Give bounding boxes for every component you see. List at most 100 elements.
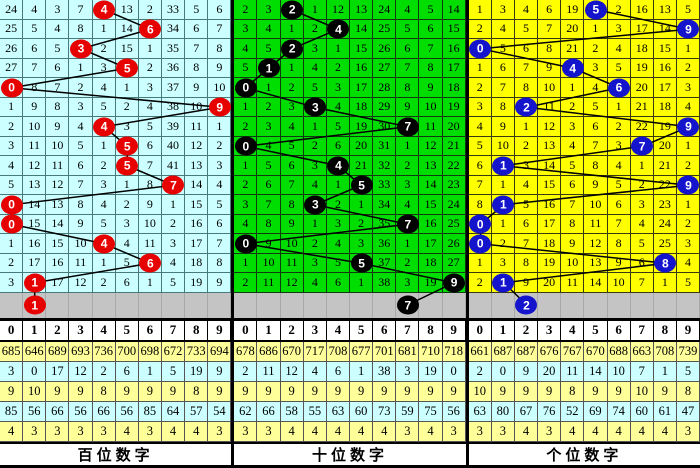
miss-cell: 10 <box>46 136 70 156</box>
prediction-cell <box>69 292 93 318</box>
panel-hundreds: 24 4 3 7 13 2 33 5 6 25 5 4 8 1 14 34 6 7 26 6 5 2 15 1 35 7 8 27 7 6… <box>0 0 232 468</box>
miss-cell: 5 <box>115 253 139 273</box>
miss-cell: 6 <box>491 58 515 78</box>
grid-row: 2 17 16 11 1 5 4 18 8 <box>0 253 232 273</box>
miss-cell: 16 <box>442 39 466 59</box>
stat-cell: 4 <box>653 421 677 442</box>
miss-cell: 6 <box>69 156 93 176</box>
miss-cell: 4 <box>676 253 700 273</box>
drawn-digit-circle: 9 <box>677 117 700 137</box>
grid-row: 1 2 5 3 17 28 8 9 18 <box>234 78 466 98</box>
stat-cell: 52 <box>561 401 585 422</box>
miss-cell: 1 <box>92 19 116 39</box>
stat-cell: 4 <box>607 421 631 442</box>
miss-cell: 14 <box>584 273 608 293</box>
stat-cell: 1 <box>350 361 374 382</box>
miss-cell: 15 <box>23 214 47 234</box>
miss-cell: 1 <box>584 19 608 39</box>
miss-cell: 2 <box>234 117 258 137</box>
grid-row: 1 16 15 10 4 11 3 17 7 <box>0 234 232 254</box>
miss-cell: 16 <box>419 214 443 234</box>
miss-cell: 10 <box>138 214 162 234</box>
miss-cell: 4 <box>234 39 258 59</box>
miss-cell: 5 <box>46 39 70 59</box>
miss-cell: 2 <box>561 97 585 117</box>
miss-cell: 4 <box>257 19 281 39</box>
prediction-cell <box>653 292 677 318</box>
miss-cell: 4 <box>23 0 47 20</box>
digit-header-cell: 0 <box>0 320 24 340</box>
prediction-cell <box>257 292 281 318</box>
miss-cell: 1 <box>303 0 327 20</box>
miss-cell: 13 <box>115 0 139 20</box>
grid-row: 1 2 3 4 18 29 9 10 19 <box>234 97 466 117</box>
grid-row: 4 9 1 12 3 6 2 22 19 <box>468 117 700 137</box>
miss-cell: 8 <box>491 97 515 117</box>
stat-cell: 12 <box>69 361 93 382</box>
miss-cell: 7 <box>396 58 420 78</box>
miss-cell: 27 <box>0 58 24 78</box>
drawn-digit-circle: 2 <box>281 39 304 59</box>
miss-cell: 38 <box>373 273 397 293</box>
miss-cell: 2 <box>161 214 186 234</box>
miss-cell: 1 <box>234 97 258 117</box>
grid-row: 7 1 4 15 6 9 5 2 22 <box>468 175 700 195</box>
miss-cell: 25 <box>0 19 24 39</box>
miss-cell: 3 <box>92 58 116 78</box>
miss-cell: 4 <box>607 39 631 59</box>
miss-cell: 5 <box>69 136 93 156</box>
miss-cell: 18 <box>185 253 209 273</box>
miss-cell: 8 <box>607 234 631 254</box>
miss-cell: 20 <box>653 136 677 156</box>
miss-cell: 12 <box>280 273 304 293</box>
stat-cell: 5 <box>676 361 700 382</box>
drawn-digit-circle: 0 <box>234 136 257 156</box>
miss-cell: 4 <box>607 156 631 176</box>
miss-cell: 11 <box>46 156 70 176</box>
stat-cell: 710 <box>419 341 443 362</box>
drawn-digit-circle: 4 <box>93 117 116 137</box>
miss-cell: 3 <box>561 117 585 137</box>
miss-cell: 12 <box>326 0 351 20</box>
stat-cell: 8 <box>561 381 585 402</box>
stat-cell: 67 <box>514 401 539 422</box>
stat-cell: 4 <box>514 421 539 442</box>
stat-cell: 9 <box>208 361 232 382</box>
stat-cell: 19 <box>419 361 443 382</box>
drawn-digit-circle: 7 <box>396 214 419 234</box>
miss-cell: 1 <box>514 117 539 137</box>
miss-cell: 3 <box>491 253 515 273</box>
grid-row: 5 6 8 21 2 4 18 15 1 <box>468 39 700 59</box>
miss-cell: 18 <box>538 234 562 254</box>
stat-cell: 9 <box>350 381 374 402</box>
grid-row: 5 13 12 7 3 1 8 14 4 <box>0 175 232 195</box>
stat-cell: 9 <box>653 381 677 402</box>
prediction-cell <box>676 292 700 318</box>
digit-header-cell: 1 <box>257 320 281 340</box>
prediction-cell <box>208 292 232 318</box>
stat-cell: 4 <box>350 421 374 442</box>
stat-cell: 74 <box>607 401 631 422</box>
stat-cell: 17 <box>46 361 70 382</box>
miss-cell: 5 <box>561 156 585 176</box>
miss-cell: 1 <box>350 273 374 293</box>
miss-cell: 4 <box>514 0 539 20</box>
stat-cell: 9 <box>607 381 631 402</box>
miss-cell: 7 <box>208 19 232 39</box>
miss-cell: 4 <box>630 214 654 234</box>
miss-cell: 5 <box>419 0 443 20</box>
miss-cell: 2 <box>234 273 258 293</box>
stat-cell: 63 <box>326 401 351 422</box>
panel-title: 百位数字 <box>0 441 232 465</box>
miss-cell: 14 <box>442 0 466 20</box>
miss-cell: 18 <box>630 39 654 59</box>
stat-cell: 4 <box>419 421 443 442</box>
miss-cell: 12 <box>23 156 47 176</box>
grid-row: 2 7 8 10 1 4 20 17 3 <box>468 78 700 98</box>
miss-cell: 3 <box>115 117 139 137</box>
grid-row: 1 6 17 8 11 7 4 24 2 <box>468 214 700 234</box>
stat-cell: 3 <box>0 361 24 382</box>
miss-cell: 14 <box>419 175 443 195</box>
